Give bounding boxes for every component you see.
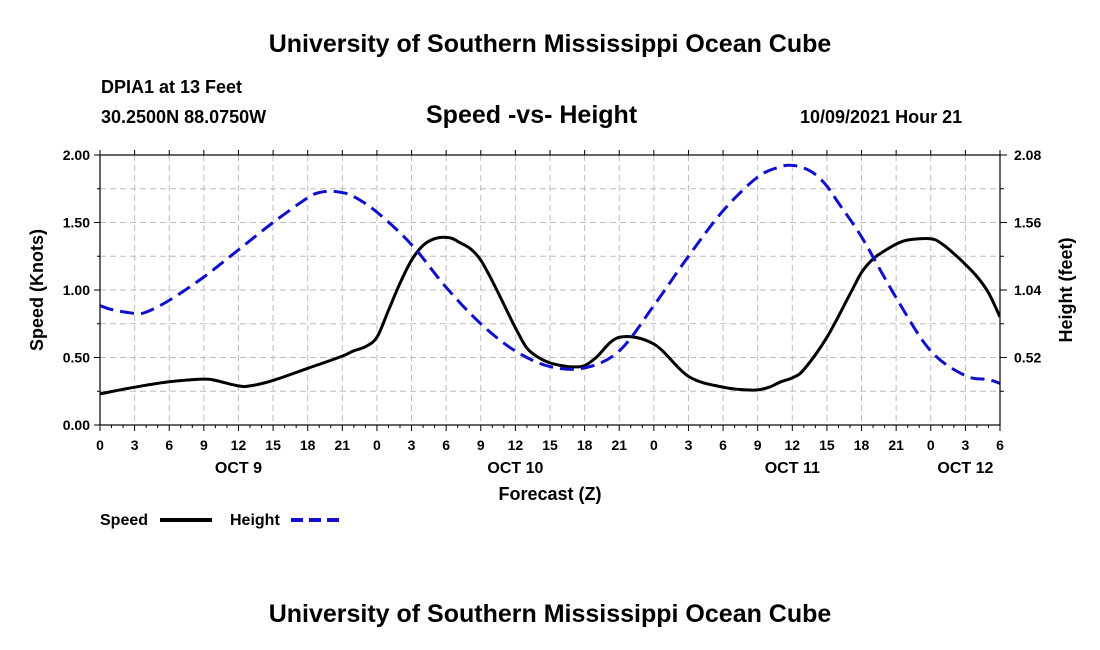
chart-title: Speed -vs- Height [426, 101, 638, 129]
y-axis-title-left: Speed (Knots) [27, 229, 47, 351]
forecast-datetime: 10/09/2021 Hour 21 [800, 107, 963, 127]
x-axis-title: Forecast (Z) [498, 484, 601, 504]
x-tick-label: 21 [335, 437, 351, 453]
x-tick-label: 15 [819, 437, 835, 453]
x-tick-label: 18 [577, 437, 593, 453]
legend-height-label: Height [230, 512, 280, 529]
x-tick-label: 0 [96, 437, 104, 453]
x-tick-label: 18 [300, 437, 316, 453]
y-tick-label-right: 1.56 [1014, 215, 1041, 231]
x-tick-label: 15 [542, 437, 558, 453]
x-tick-label: 3 [961, 437, 969, 453]
x-day-label: OCT 10 [487, 460, 543, 477]
x-tick-label: 12 [231, 437, 247, 453]
y-tick-label-right: 2.08 [1014, 147, 1041, 163]
y-tick-label-left: 1.00 [63, 282, 90, 298]
y-axis-title-right: Height (feet) [1056, 238, 1076, 343]
series-line-height [100, 163, 1000, 385]
chart-series [100, 163, 1000, 396]
x-tick-label: 6 [442, 437, 450, 453]
chart-axes: 0 3 6 9 12 15 18 21 0 3 6 9 12 15 18 21 0 3 6 9 12 15 18 21 0 3 6O… [63, 147, 1042, 477]
x-tick-label: 0 [927, 437, 935, 453]
y-tick-label-left: 2.00 [63, 147, 90, 163]
x-tick-label: 6 [996, 437, 1004, 453]
station-coordinates: 30.2500N 88.0750W [101, 107, 267, 127]
x-tick-label: 3 [131, 437, 139, 453]
y-tick-label-left: 0.50 [63, 350, 90, 366]
page-title: University of Southern Mississippi Ocean… [268, 30, 832, 58]
y-tick-label-left: 0.00 [63, 417, 90, 433]
x-tick-label: 21 [888, 437, 904, 453]
footer-title: University of Southern Mississippi Ocean… [268, 600, 832, 628]
y-tick-label-right: 1.04 [1014, 282, 1041, 298]
legend-speed-label: Speed [100, 512, 148, 529]
x-day-label: OCT 11 [765, 460, 820, 477]
x-tick-label: 0 [373, 437, 381, 453]
x-tick-label: 21 [611, 437, 627, 453]
x-tick-label: 9 [200, 437, 208, 453]
x-tick-label: 6 [719, 437, 727, 453]
x-day-label: OCT 12 [937, 460, 993, 477]
y-tick-label-right: 0.52 [1014, 350, 1041, 366]
x-tick-label: 12 [785, 437, 801, 453]
x-tick-label: 0 [650, 437, 658, 453]
station-label: DPIA1 at 13 Feet [101, 77, 243, 97]
series-line-speed [100, 235, 1000, 396]
x-tick-label: 15 [265, 437, 281, 453]
x-day-label: OCT 9 [215, 460, 262, 477]
x-tick-label: 3 [408, 437, 416, 453]
x-tick-label: 12 [508, 437, 524, 453]
speed-height-chart: 0 3 6 9 12 15 18 21 0 3 6 9 12 15 18 21 0 3 6 9 12 15 18 21 0 3 6O… [27, 147, 1076, 529]
y-tick-label-left: 1.50 [63, 215, 90, 231]
x-tick-label: 6 [165, 437, 173, 453]
x-tick-label: 18 [854, 437, 870, 453]
legend: Speed Height [100, 512, 343, 529]
x-tick-label: 9 [477, 437, 485, 453]
x-tick-label: 9 [754, 437, 762, 453]
x-tick-label: 3 [685, 437, 693, 453]
